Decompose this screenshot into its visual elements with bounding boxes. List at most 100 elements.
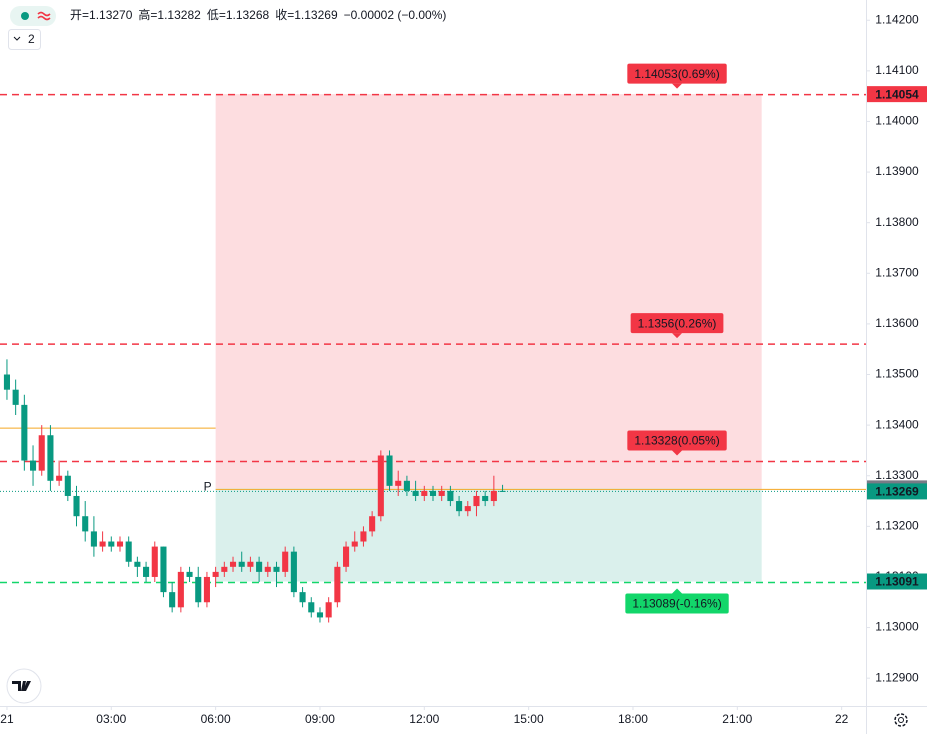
candle-body (90, 531, 97, 547)
candle-body (38, 435, 45, 471)
target-zone (215, 94, 762, 489)
y-tick-label: 1.14200 (875, 12, 919, 26)
candle-body (316, 612, 324, 618)
y-tick-label: 1.13900 (875, 164, 919, 178)
price-label-bg (867, 483, 927, 500)
x-tick-label: 21:00 (722, 712, 752, 726)
candle-body (134, 561, 141, 567)
candle-body (369, 516, 376, 532)
legend-value: 1.13270 (89, 8, 133, 22)
candle-body (482, 495, 489, 502)
candle-body (351, 541, 358, 547)
legend-change: −0.00002 (−0.00%) (344, 8, 447, 22)
candle-body (377, 455, 384, 517)
legend-label: 高= (138, 7, 157, 22)
candle-body (56, 475, 63, 481)
candle-body (212, 571, 219, 577)
candle-body (47, 435, 54, 481)
status-pill (10, 6, 56, 26)
x-tick-label: 03:00 (96, 712, 126, 726)
candle-body (247, 561, 254, 567)
candle-body (438, 490, 445, 496)
y-tick-label: 1.13700 (875, 265, 919, 279)
candle-body (412, 490, 419, 496)
candle-body (343, 546, 350, 567)
candle-body (169, 592, 176, 608)
level-label-pointer (672, 83, 683, 89)
candle-body (456, 501, 463, 512)
candle-body (256, 561, 263, 572)
candle-body (386, 455, 393, 486)
candle-body (499, 490, 506, 492)
x-tick-label: 22 (835, 712, 849, 726)
candle-body (334, 566, 341, 603)
candle-body (186, 571, 193, 577)
candle-body (177, 571, 184, 608)
y-tick-label: 1.14000 (875, 114, 919, 128)
x-tick-label: 12:00 (409, 712, 439, 726)
candle-body (403, 480, 410, 491)
level-label-pointer (672, 450, 683, 456)
candle-body (429, 490, 437, 496)
stop-zone (215, 488, 762, 582)
level-label-text: 1.13328(0.05%) (634, 434, 719, 448)
price-label-bg (867, 86, 927, 103)
candle-body (108, 541, 115, 547)
x-tick-label: 06:00 (201, 712, 231, 726)
candle-body (151, 546, 158, 577)
candle-body (473, 495, 480, 507)
x-tick-label: 18:00 (618, 712, 648, 726)
wave-icon (37, 11, 51, 21)
pivot-label: P (204, 480, 212, 494)
y-tick-label: 1.13200 (875, 519, 919, 533)
price-label: 1.13091 (875, 575, 919, 589)
candle-body (3, 374, 10, 390)
level-label: 1.13089(-0.16%) (625, 588, 729, 614)
indicator-button[interactable] (8, 29, 41, 50)
candle-body (299, 592, 306, 603)
candle-body (264, 566, 271, 572)
settings-icon[interactable] (894, 713, 908, 727)
candle-body (447, 490, 454, 502)
status-dot (21, 12, 29, 20)
candle-body (116, 541, 124, 547)
gear-hub (898, 717, 904, 723)
position-zone (215, 94, 762, 582)
candle-body (290, 551, 297, 593)
candle-body (238, 561, 245, 567)
legend-label: 低= (207, 8, 226, 22)
y-tick-label: 1.13500 (875, 367, 919, 381)
candle-body (221, 566, 228, 572)
candle-body (64, 475, 71, 496)
candle-body (360, 531, 367, 542)
y-tick-label: 1.14100 (875, 63, 919, 77)
legend-value: 1.13268 (226, 8, 270, 22)
chevron-icon (13, 36, 21, 41)
candle-body (203, 576, 210, 603)
legend-label: 收= (275, 8, 294, 22)
candle-body (12, 389, 19, 405)
candle-body (160, 546, 167, 593)
level-label-bg (627, 63, 727, 84)
candle-body (73, 495, 80, 517)
labels: 1.14200 1.14100 1.14000 1.13900 1.13800 1.137… (0, 12, 927, 726)
candle-body (125, 541, 132, 562)
candle-body (29, 460, 37, 471)
logo-mark (12, 681, 31, 691)
candle-body (99, 541, 106, 547)
candle-body (273, 566, 280, 572)
candle-body (325, 602, 332, 618)
y-tick-label: 1.13600 (875, 316, 919, 330)
price-label: 1.14054 (875, 87, 919, 101)
level-label-bg (625, 593, 729, 614)
candle-body (21, 404, 28, 461)
legend-value: 1.13282 (157, 8, 201, 22)
legend-value: 1.13269 (294, 8, 338, 22)
candles (3, 359, 506, 623)
level-label-text: 1.1356(0.26%) (638, 316, 717, 330)
candle-body (282, 551, 289, 572)
candle-body (464, 506, 471, 512)
candle-body (421, 490, 428, 496)
candle-body (195, 576, 202, 603)
